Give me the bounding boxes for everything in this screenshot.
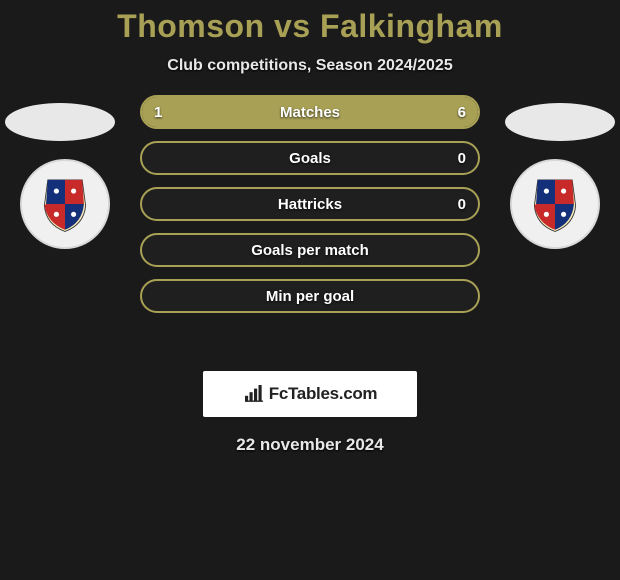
club-crest-right (510, 159, 600, 249)
stat-label: Hattricks (142, 189, 478, 219)
page-title: Thomson vs Falkingham (0, 0, 620, 45)
stat-label: Matches (142, 97, 478, 127)
player-ellipse-left (5, 103, 115, 141)
crest-svg-right (512, 161, 598, 247)
subtitle: Club competitions, Season 2024/2025 (0, 57, 620, 75)
player-ellipse-right (505, 103, 615, 141)
stat-row-hattricks: Hattricks0 (140, 187, 480, 221)
stat-row-goals: Goals0 (140, 141, 480, 175)
stat-row-goals-per-match: Goals per match (140, 233, 480, 267)
crest-svg-left (22, 161, 108, 247)
brand-text: FcTables.com (269, 384, 378, 404)
stat-bars: Matches16Goals0Hattricks0Goals per match… (140, 95, 480, 325)
stat-label: Goals (142, 143, 478, 173)
chart-icon (243, 385, 265, 403)
date-text: 22 november 2024 (0, 435, 620, 455)
club-crest-left (20, 159, 110, 249)
stat-row-min-per-goal: Min per goal (140, 279, 480, 313)
brand-badge: FcTables.com (203, 371, 417, 417)
stat-label: Goals per match (142, 235, 478, 265)
stat-value-right: 0 (446, 189, 478, 219)
stat-value-left: 1 (142, 97, 174, 127)
stat-row-matches: Matches1 6 (140, 95, 480, 129)
stat-value-right: 6 (446, 97, 478, 127)
stat-label: Min per goal (142, 281, 478, 311)
stat-value-right: 0 (446, 143, 478, 173)
comparison-arena: Matches16Goals0Hattricks0Goals per match… (0, 103, 620, 363)
